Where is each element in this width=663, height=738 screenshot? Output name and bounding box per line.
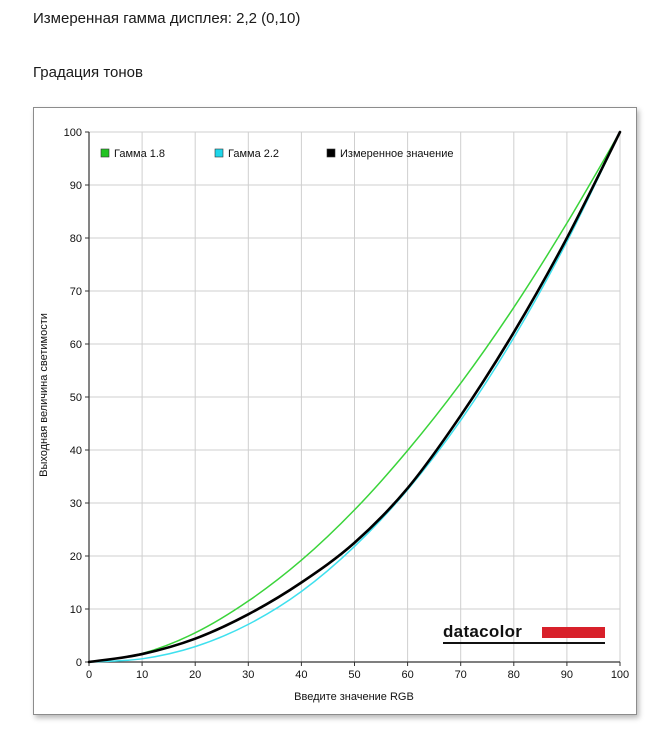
y-tick-label-1: 10 (70, 604, 82, 616)
legend-swatch-2 (326, 148, 336, 158)
y-tick-label-6: 60 (70, 339, 82, 351)
x-tick-label-1: 10 (136, 669, 148, 681)
chart-svg: 0 10 20 30 40 50 60 70 80 90 100 0 10 20 30 40 50 60 70 80… (38, 127, 629, 703)
x-tick-label-6: 60 (401, 669, 413, 681)
x-tick-label-5: 50 (348, 669, 360, 681)
series-line-2 (87, 130, 622, 664)
legend: Гамма 1.8 Гамма 2.2 Измеренное значение (100, 148, 454, 160)
y-tick-label-7: 70 (70, 286, 82, 298)
legend-label-0: Гамма 1.8 (114, 148, 165, 160)
x-tick-label-7: 70 (455, 669, 467, 681)
series-line-1 (88, 131, 621, 663)
y-tick-label-0: 0 (76, 657, 82, 669)
legend-label-1: Гамма 2.2 (228, 148, 279, 160)
x-tick-label-8: 80 (508, 669, 520, 681)
y-tick-label-8: 80 (70, 233, 82, 245)
x-axis-label: Введите значение RGB (294, 691, 414, 703)
legend-swatch-0 (100, 148, 110, 158)
series-lines (87, 130, 622, 664)
y-tick-label-10: 100 (64, 127, 82, 139)
x-tick-labels: 0 10 20 30 40 50 60 70 80 90 100 (86, 662, 629, 681)
tone-response-title: Градация тонов (33, 64, 143, 81)
y-tick-label-5: 50 (70, 392, 82, 404)
y-tick-label-3: 30 (70, 498, 82, 510)
y-tick-labels: 0 10 20 30 40 50 60 70 80 90 100 (64, 127, 89, 669)
legend-swatch-1 (214, 148, 224, 158)
x-tick-label-10: 100 (611, 669, 629, 681)
series-line-0 (88, 131, 621, 663)
datacolor-wordmark: datacolor (443, 622, 523, 641)
datacolor-underline (443, 642, 605, 644)
x-tick-label-3: 30 (242, 669, 254, 681)
legend-label-2: Измеренное значение (340, 148, 454, 160)
y-axis-label: Выходная величина светимости (38, 313, 50, 477)
y-tick-label-4: 40 (70, 445, 82, 457)
x-tick-label-4: 40 (295, 669, 307, 681)
datacolor-logo: datacolor (443, 623, 605, 647)
y-tick-label-9: 90 (70, 180, 82, 192)
x-tick-label-2: 20 (189, 669, 201, 681)
datacolor-red-bar (542, 627, 605, 638)
measured-gamma-text: Измеренная гамма дисплея: 2,2 (0,10) (33, 10, 301, 27)
grid-lines (89, 131, 621, 662)
y-tick-label-2: 20 (70, 551, 82, 563)
x-tick-label-0: 0 (86, 669, 92, 681)
x-tick-label-9: 90 (561, 669, 573, 681)
tone-response-chart: 0 10 20 30 40 50 60 70 80 90 100 0 10 20 30 40 50 60 70 80… (33, 107, 637, 715)
